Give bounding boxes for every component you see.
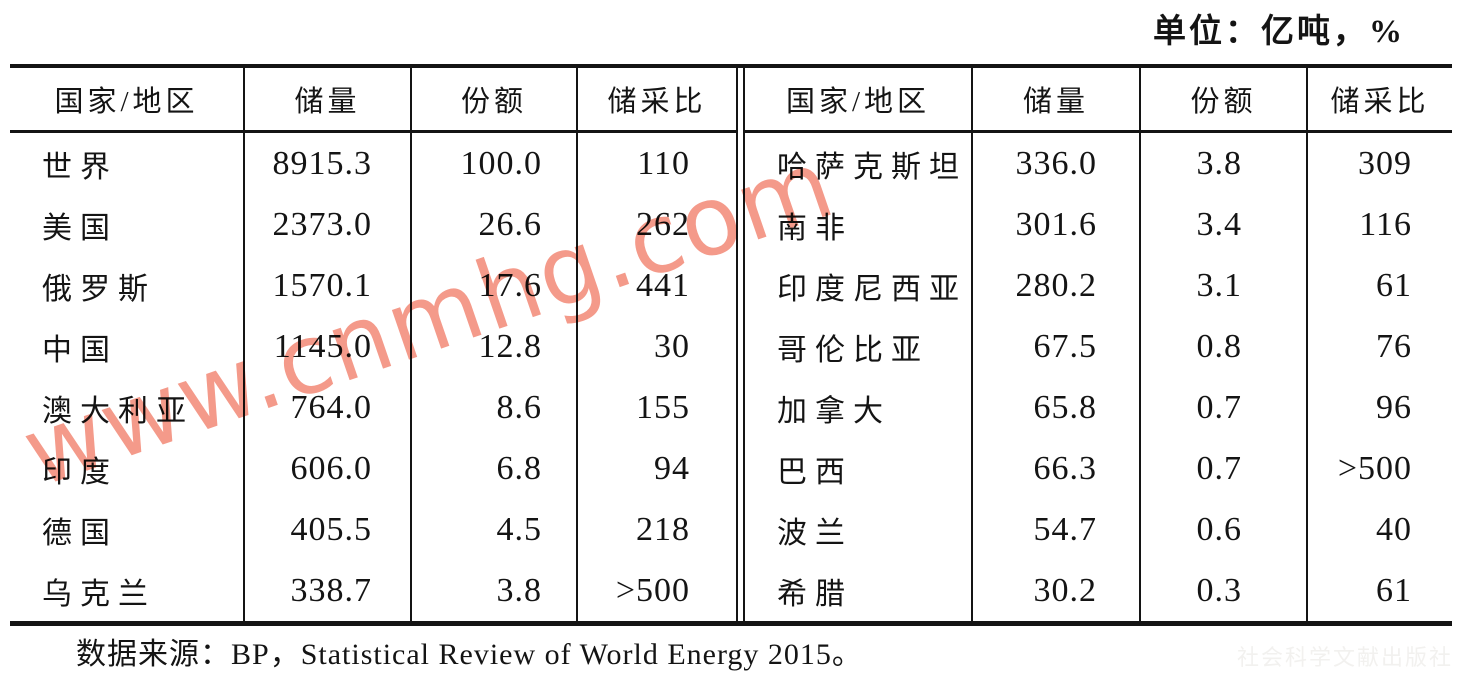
region-cell: 德国: [10, 499, 245, 560]
table-row: 美国 2373.0 26.6 262: [10, 194, 737, 255]
reserves-cell: 30.2: [972, 560, 1141, 621]
reserves-cell: 66.3: [972, 438, 1141, 499]
rp-ratio-cell: 309: [1358, 144, 1412, 182]
region-cell: 乌克兰: [10, 560, 245, 621]
reserves-cell: 338.7: [244, 560, 412, 621]
share-cell: 26.6: [411, 194, 578, 255]
reserves-cell: 65.8: [972, 377, 1141, 438]
reserves-cell: 606.0: [244, 438, 412, 499]
region-cell: 哈萨克斯坦: [744, 131, 973, 194]
rp-ratio-cell: 40: [1376, 510, 1412, 548]
header-row: 国家/地区 储量 份额 储采比: [10, 68, 737, 133]
reserves-cell: 2373.0: [244, 194, 412, 255]
unit-label: 单位：亿吨，%: [1153, 14, 1405, 50]
header-cell-rp-ratio: 储采比: [577, 68, 737, 133]
region-cell: 巴西: [744, 438, 973, 499]
table-row: 波兰 54.7 0.6 40: [744, 499, 1452, 560]
share-cell: 3.4: [1140, 194, 1308, 255]
share-cell: 0.6: [1140, 499, 1308, 560]
region-cell: 哥伦比亚: [744, 316, 973, 377]
header-cell-region: 国家/地区: [744, 68, 973, 133]
rp-ratio-cell: 76: [1376, 327, 1412, 365]
rp-ratio-cell: 94: [654, 449, 690, 487]
table-row: 德国 405.5 4.5 218: [10, 499, 737, 560]
rp-ratio-cell: >500: [1337, 449, 1412, 487]
rp-ratio-cell: 155: [636, 388, 690, 426]
table-row: 哈萨克斯坦 336.0 3.8 309: [744, 131, 1452, 194]
share-cell: 100.0: [411, 131, 578, 194]
region-cell: 中国: [10, 316, 245, 377]
table-row: 哥伦比亚 67.5 0.8 76: [744, 316, 1452, 377]
header-cell-region: 国家/地区: [10, 68, 245, 133]
reserves-cell: 280.2: [972, 255, 1141, 316]
table-row: 世界 8915.3 100.0 110: [10, 131, 737, 194]
region-cell: 俄罗斯: [10, 255, 245, 316]
share-cell: 0.8: [1140, 316, 1308, 377]
table-row: 澳大利亚 764.0 8.6 155: [10, 377, 737, 438]
region-cell: 世界: [10, 131, 245, 194]
share-cell: 0.7: [1140, 377, 1308, 438]
rp-ratio-cell: 96: [1376, 388, 1412, 426]
rp-ratio-cell: 61: [1376, 266, 1412, 304]
region-cell: 加拿大: [744, 377, 973, 438]
coal-reserves-table-right: 国家/地区 储量 份额 储采比 哈萨克斯坦 336.0 3.8 309 南非 3…: [743, 68, 1452, 621]
rp-ratio-cell: 61: [1376, 571, 1412, 609]
table-row: 南非 301.6 3.4 116: [744, 194, 1452, 255]
table-row: 俄罗斯 1570.1 17.6 441: [10, 255, 737, 316]
rp-ratio-cell: 30: [654, 327, 690, 365]
header-row: 国家/地区 储量 份额 储采比: [744, 68, 1452, 133]
rp-ratio-cell: 110: [637, 144, 690, 182]
region-cell: 印度尼西亚: [744, 255, 973, 316]
rp-ratio-cell: 262: [636, 205, 690, 243]
region-cell: 印度: [10, 438, 245, 499]
table-row: 巴西 66.3 0.7 >500: [744, 438, 1452, 499]
share-cell: 3.1: [1140, 255, 1308, 316]
header-cell-reserves: 储量: [244, 68, 412, 133]
coal-reserves-table-left: 国家/地区 储量 份额 储采比 世界 8915.3 100.0 110 美国 2…: [10, 68, 738, 621]
share-cell: 6.8: [411, 438, 578, 499]
reserves-cell: 1570.1: [244, 255, 412, 316]
share-cell: 12.8: [411, 316, 578, 377]
reserves-cell: 8915.3: [244, 131, 412, 194]
source-note: 数据来源：BP，Statistical Review of World Ener…: [76, 638, 863, 671]
reserves-cell: 301.6: [972, 194, 1141, 255]
share-cell: 3.8: [1140, 131, 1308, 194]
table-row: 中国 1145.0 12.8 30: [10, 316, 737, 377]
header-cell-share: 份额: [411, 68, 578, 133]
share-cell: 4.5: [411, 499, 578, 560]
reserves-cell: 54.7: [972, 499, 1141, 560]
share-cell: 0.7: [1140, 438, 1308, 499]
region-cell: 澳大利亚: [10, 377, 245, 438]
table-row: 加拿大 65.8 0.7 96: [744, 377, 1452, 438]
reserves-cell: 1145.0: [244, 316, 412, 377]
header-cell-rp-ratio: 储采比: [1307, 68, 1452, 133]
table-row: 乌克兰 338.7 3.8 >500: [10, 560, 737, 621]
region-cell: 美国: [10, 194, 245, 255]
table-row: 希腊 30.2 0.3 61: [744, 560, 1452, 621]
share-cell: 3.8: [411, 560, 578, 621]
rp-ratio-cell: 116: [1359, 205, 1412, 243]
header-cell-reserves: 储量: [972, 68, 1141, 133]
rp-ratio-cell: 441: [636, 266, 690, 304]
region-cell: 波兰: [744, 499, 973, 560]
share-cell: 8.6: [411, 377, 578, 438]
reserves-cell: 67.5: [972, 316, 1141, 377]
publisher-watermark: 社会科学文献出版社: [1236, 645, 1453, 670]
header-cell-share: 份额: [1140, 68, 1308, 133]
reserves-cell: 336.0: [972, 131, 1141, 194]
share-cell: 0.3: [1140, 560, 1308, 621]
reserves-cell: 405.5: [244, 499, 412, 560]
rp-ratio-cell: 218: [636, 510, 690, 548]
region-cell: 希腊: [744, 560, 973, 621]
share-cell: 17.6: [411, 255, 578, 316]
rp-ratio-cell: >500: [615, 571, 690, 609]
region-cell: 南非: [744, 194, 973, 255]
coal-reserves-table: 国家/地区 储量 份额 储采比 世界 8915.3 100.0 110 美国 2…: [10, 64, 1452, 626]
table-row: 印度 606.0 6.8 94: [10, 438, 737, 499]
table-row: 印度尼西亚 280.2 3.1 61: [744, 255, 1452, 316]
reserves-cell: 764.0: [244, 377, 412, 438]
